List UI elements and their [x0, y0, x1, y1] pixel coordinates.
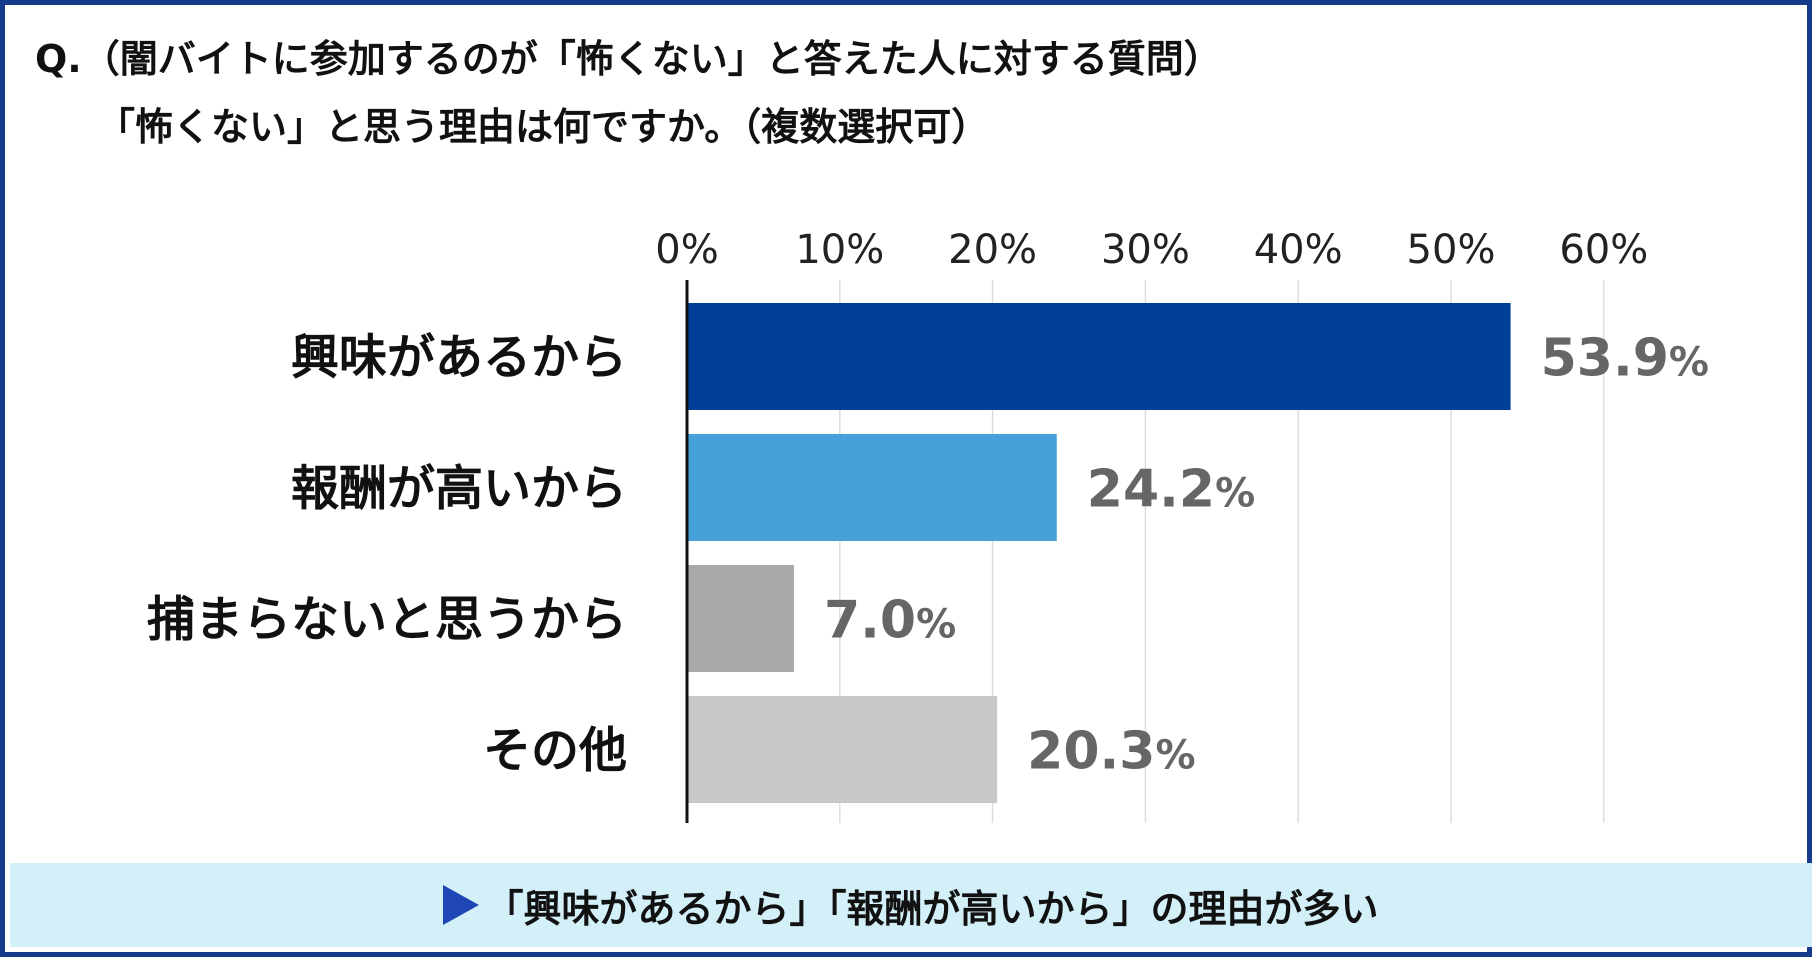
bar: [687, 434, 1057, 541]
category-label: 報酬が高いから: [291, 461, 627, 517]
x-tick-label: 10%: [795, 227, 884, 273]
x-tick-label: 30%: [1101, 227, 1190, 273]
data-label: 53.9%: [1541, 329, 1709, 389]
x-tick-label: 50%: [1407, 227, 1496, 273]
bar: [687, 696, 998, 803]
data-label: 20.3%: [1027, 722, 1195, 782]
bar-chart: 0% 10% 20% 30% 40% 50% 60% 興味があるから 53.9% 報酬が高いから 2…: [147, 227, 1709, 823]
x-tick-label: 40%: [1254, 227, 1343, 273]
x-tick-label: 20%: [948, 227, 1037, 273]
data-label: 24.2%: [1087, 460, 1255, 520]
summary-text: 「興味があるから」「報酬が高いから」の理由が多い: [485, 886, 1379, 931]
data-label: 7.0%: [824, 591, 956, 651]
play-triangle-icon: [443, 885, 480, 925]
bar: [687, 565, 794, 672]
category-label: その他: [483, 723, 627, 779]
x-tick-label: 60%: [1559, 227, 1648, 273]
question-line-1: Q.（闇バイトに参加するのが「怖くない」と答えた人に対する質問）: [35, 37, 1222, 81]
category-label: 興味があるから: [291, 330, 627, 386]
category-label: 捕まらないと思うから: [147, 592, 627, 648]
summary-banner: 「興味があるから」「報酬が高いから」の理由が多い: [10, 863, 1812, 947]
bar: [687, 303, 1511, 410]
question-title: Q.（闇バイトに参加するのが「怖くない」と答えた人に対する質問） 「怖くない」と…: [35, 25, 1222, 161]
x-tick-label: 0%: [655, 227, 718, 273]
question-line-2: 「怖くない」と思う理由は何ですか。（複数選択可）: [97, 105, 990, 149]
